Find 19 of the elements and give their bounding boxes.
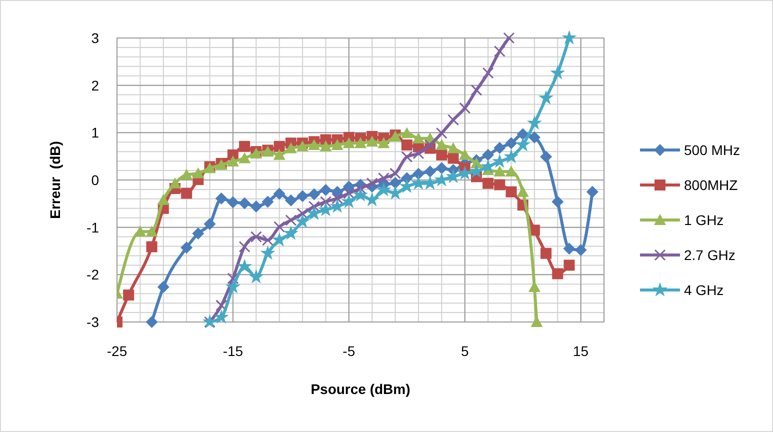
x-tick-label: -25 [106,343,128,359]
y-tick-label: -1 [86,219,100,236]
x-tick-label: 15 [573,343,589,359]
legend-label: 2.7 GHz [684,247,736,263]
y-tick-label: 3 [91,30,100,46]
y-tick-label: -3 [86,314,100,330]
legend-label: 500 MHz [684,142,740,158]
y-tick-label: 2 [91,77,100,94]
legend-label: 4 GHz [684,282,724,298]
y-tick-label: 1 [91,124,100,141]
x-tick-label: -5 [342,343,356,359]
y-tick-label: 0 [91,172,100,188]
x-tick-label: 5 [460,343,469,359]
legend-label: 800MHZ [684,177,738,193]
x-tick-label: -15 [222,343,244,359]
legend-label: 1 GHz [684,212,724,228]
y-axis-title: Erreur (dB) [47,141,63,219]
x-axis-title: Psource (dBm) [310,381,410,397]
y-tick-label: -2 [86,266,100,283]
